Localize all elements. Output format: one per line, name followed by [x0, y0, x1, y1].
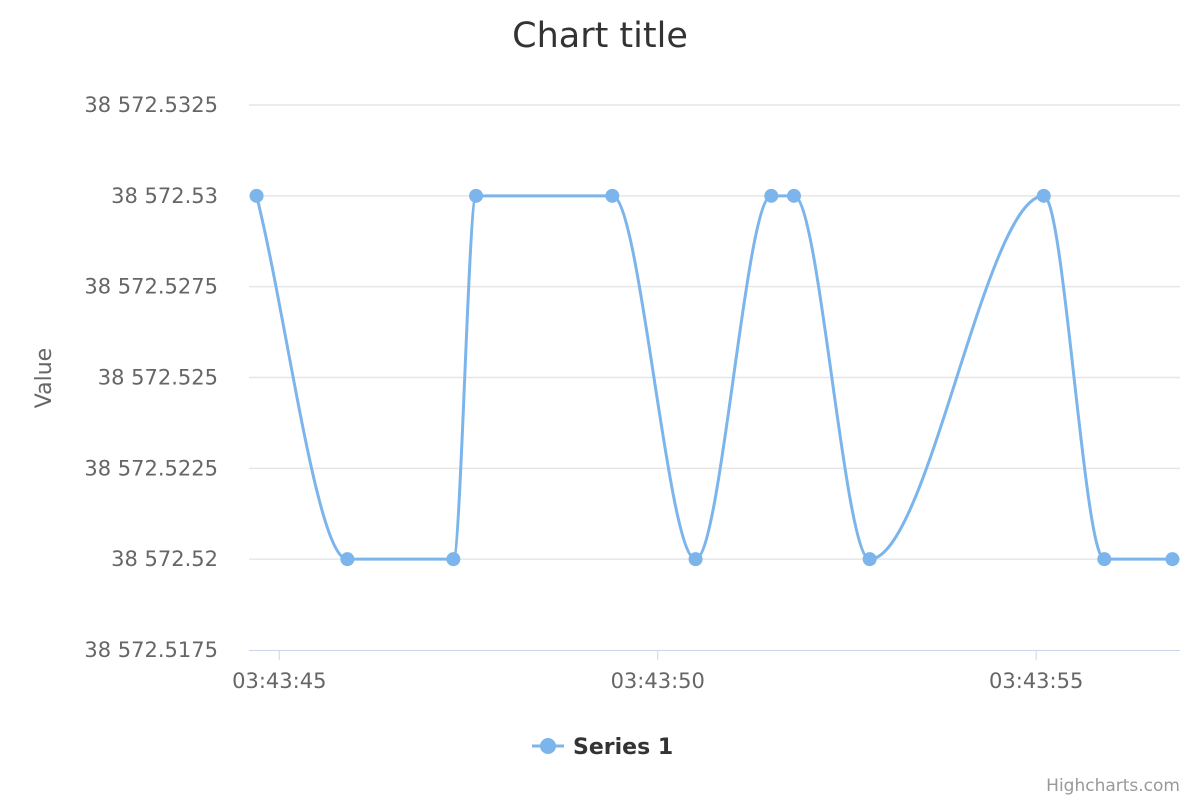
chart-title: Chart title	[512, 16, 688, 56]
data-point[interactable]	[1165, 552, 1180, 567]
y-tick-label: 38 572.5275	[84, 275, 218, 299]
legend-label: Series 1	[573, 735, 673, 760]
x-tick-label: 03:43:45	[232, 669, 326, 693]
data-point[interactable]	[764, 188, 779, 203]
series-group	[249, 188, 1180, 567]
data-point[interactable]	[862, 552, 877, 567]
y-tick-label: 38 572.52	[111, 547, 218, 571]
data-point[interactable]	[1097, 552, 1112, 567]
data-point[interactable]	[469, 188, 484, 203]
y-tick-label: 38 572.5175	[84, 638, 218, 662]
credits-link[interactable]: Highcharts.com	[1046, 776, 1180, 796]
y-tick-label: 38 572.5225	[84, 456, 218, 480]
y-tick-label: 38 572.53	[111, 184, 218, 208]
legend[interactable]: Series 1	[532, 735, 673, 760]
y-tick-label: 38 572.525	[98, 366, 218, 390]
data-point[interactable]	[340, 552, 355, 567]
x-axis-ticks: 03:43:45 03:43:50 03:43:55	[232, 650, 1083, 693]
grid	[249, 104, 1180, 560]
y-axis-title: Value	[32, 348, 57, 408]
x-tick-label: 03:43:55	[989, 669, 1083, 693]
x-tick-label: 03:43:50	[611, 669, 705, 693]
data-point[interactable]	[446, 552, 461, 567]
data-point[interactable]	[249, 188, 264, 203]
data-point[interactable]	[688, 552, 703, 567]
data-point[interactable]	[786, 188, 801, 203]
y-axis-ticks: 38 572.5325 38 572.53 38 572.5275 38 572.52…	[84, 93, 218, 662]
data-point[interactable]	[605, 188, 620, 203]
legend-marker-icon	[540, 738, 556, 754]
data-point[interactable]	[1036, 188, 1051, 203]
y-tick-label: 38 572.5325	[84, 93, 218, 117]
